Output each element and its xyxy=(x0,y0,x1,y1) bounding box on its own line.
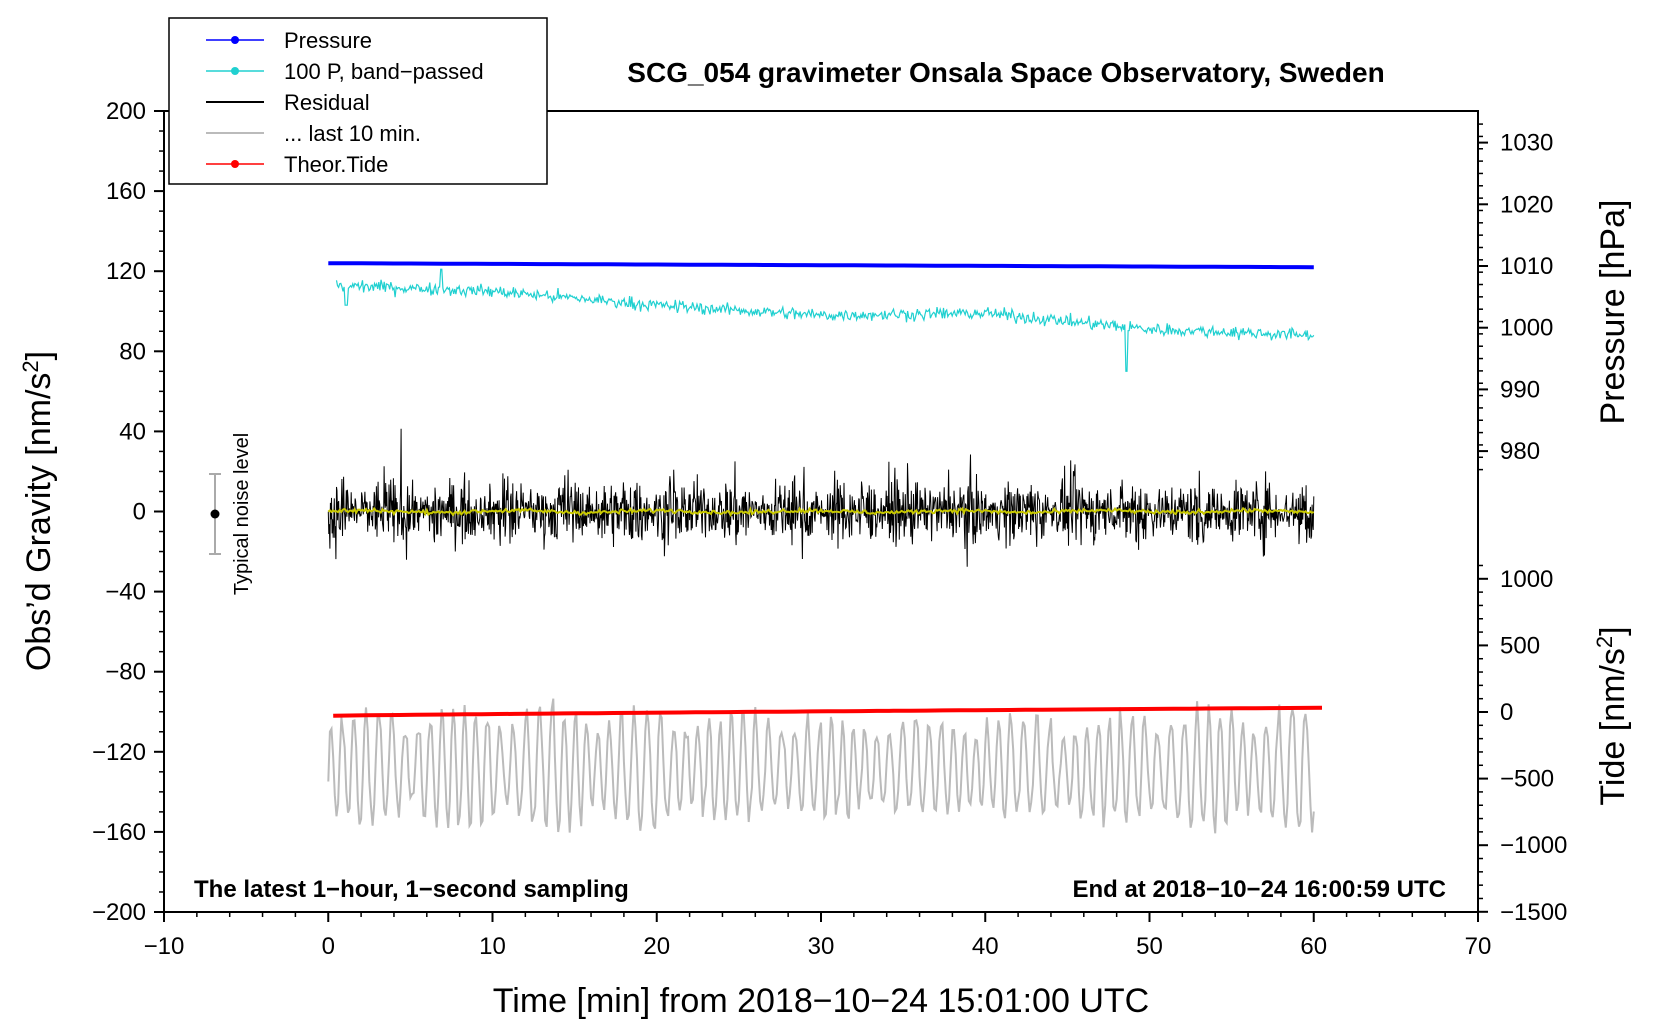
legend-item-pressure: Pressure xyxy=(206,28,372,53)
y-tick-label: 0 xyxy=(133,499,146,526)
y-tick-label: −120 xyxy=(92,739,146,766)
series-last-10-min xyxy=(327,698,1315,834)
legend-item-last10: ... last 10 min. xyxy=(206,121,421,146)
series-layer xyxy=(327,261,1323,834)
x-tick-label: 70 xyxy=(1465,933,1492,960)
legend-label-residual: Residual xyxy=(284,90,370,115)
legend: Pressure 100 P, band−passed Residual ...… xyxy=(168,17,548,185)
x-tick-label: 60 xyxy=(1300,933,1327,960)
y-tick-label: −40 xyxy=(105,579,146,606)
legend-label-last10: ... last 10 min. xyxy=(284,121,421,146)
noise-label: Typical noise level xyxy=(231,433,253,595)
pressure-tick-label: 1010 xyxy=(1500,253,1553,280)
series-bandpassed-pressure xyxy=(335,268,1315,372)
pressure-tick-label: 1000 xyxy=(1500,315,1553,342)
sampling-note: The latest 1−hour, 1−second sampling xyxy=(194,876,629,903)
legend-marker-tide xyxy=(231,160,239,168)
legend-item-residual: Residual xyxy=(206,90,370,115)
x-tick-label: 50 xyxy=(1136,933,1163,960)
tide-tick-label: 0 xyxy=(1500,699,1513,726)
pressure-axis-ticks: 1030 1020 1010 1000 990 980 xyxy=(1478,123,1553,471)
pressure-tick-label: 980 xyxy=(1500,438,1540,465)
noise-bar-center xyxy=(210,509,220,519)
legend-label-pressure: Pressure xyxy=(284,28,372,53)
pressure-tick-label: 990 xyxy=(1500,376,1540,403)
series-residual-smoothed xyxy=(327,506,1315,518)
tide-tick-label: −500 xyxy=(1500,766,1554,793)
y-axis-title-superscript: 2 xyxy=(18,360,43,372)
x-tick-label: 40 xyxy=(972,933,999,960)
x-tick-label: 0 xyxy=(322,933,335,960)
y-axis-title: Obs’d Gravity [nm/s2] xyxy=(18,351,58,671)
x-tick-label: 10 xyxy=(479,933,506,960)
pressure-tick-label: 1030 xyxy=(1500,130,1553,157)
y-tick-label: 40 xyxy=(119,418,146,445)
end-time-note: End at 2018−10−24 16:00:59 UTC xyxy=(1072,876,1446,903)
x-tick-label: −10 xyxy=(144,933,185,960)
series-theoretical-tide xyxy=(333,705,1323,718)
legend-label-bandpassed: 100 P, band−passed xyxy=(284,59,484,84)
x-axis-title: Time [min] from 2018−10−24 15:01:00 UTC xyxy=(493,982,1149,1020)
noise-indicator: Typical noise level xyxy=(209,433,253,595)
y-tick-label: 160 xyxy=(106,178,146,205)
pressure-axis-title: Pressure [hPa] xyxy=(1594,200,1632,425)
series-pressure xyxy=(328,261,1314,270)
legend-item-tide: Theor.Tide xyxy=(206,152,388,177)
tide-tick-label: 500 xyxy=(1500,632,1540,659)
y-tick-label: −160 xyxy=(92,819,146,846)
tide-axis-title: Tide [nm/s2] xyxy=(1592,626,1632,805)
tide-tick-label: −1500 xyxy=(1500,899,1567,926)
legend-marker-bandpassed xyxy=(231,67,239,75)
chart-title: SCG_054 gravimeter Onsala Space Observat… xyxy=(627,57,1384,88)
y-tick-label: −80 xyxy=(105,659,146,686)
tide-tick-label: −1000 xyxy=(1500,832,1567,859)
x-axis-ticks: −10 0 10 20 30 40 50 60 70 xyxy=(144,912,1492,960)
pressure-tick-label: 1020 xyxy=(1500,191,1553,218)
tide-axis-ticks: 1000 500 0 −500 −1000 −1500 xyxy=(1478,564,1567,926)
y-tick-label: 120 xyxy=(106,258,146,285)
y-tick-label: −200 xyxy=(92,899,146,926)
tide-axis-title-superscript: 2 xyxy=(1592,636,1617,648)
x-tick-label: 30 xyxy=(808,933,835,960)
legend-label-tide: Theor.Tide xyxy=(284,152,388,177)
x-tick-label: 20 xyxy=(643,933,670,960)
y-tick-label: 80 xyxy=(119,338,146,365)
legend-item-bandpassed: 100 P, band−passed xyxy=(206,59,484,84)
legend-marker-pressure xyxy=(231,36,239,44)
y-tick-label: 200 xyxy=(106,98,146,125)
tide-tick-label: 1000 xyxy=(1500,566,1553,593)
y-axis-ticks: 200 160 120 80 40 0 −40 −80 −120 −160 −200 xyxy=(92,98,164,926)
